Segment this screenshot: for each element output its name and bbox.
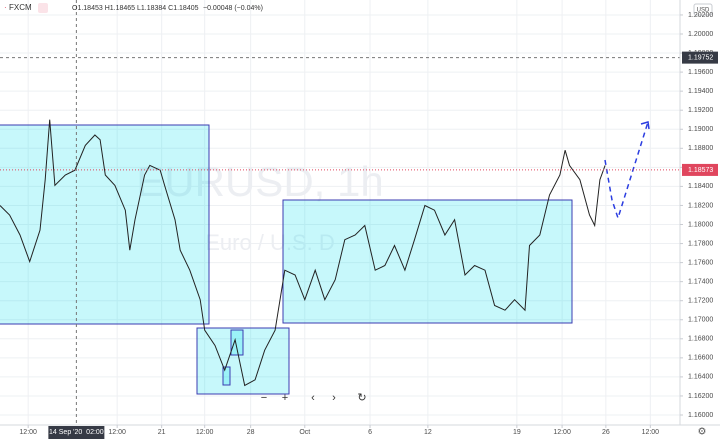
y-tick-label: 1.19600 xyxy=(688,69,713,76)
settings-icon[interactable]: ⚙ xyxy=(698,427,707,438)
projection-path[interactable] xyxy=(604,121,649,221)
price-line xyxy=(0,119,606,387)
rectangle-drawing[interactable] xyxy=(282,199,573,324)
currency: USD xyxy=(697,8,710,14)
scroll-right-button[interactable]: › xyxy=(332,392,336,404)
x-tick-label: 12 xyxy=(424,429,432,436)
x-tick-label: 19 xyxy=(513,429,521,436)
y-tick-label: 1.20200 xyxy=(688,12,713,19)
rectangle-drawing[interactable] xyxy=(230,329,244,356)
y-tick-label: 1.16800 xyxy=(688,336,713,343)
x-tick-label: 6 xyxy=(368,429,372,436)
zoom-in-button[interactable]: + xyxy=(282,392,288,404)
y-tick-label: 1.18000 xyxy=(688,221,713,228)
x-tick-label: 28 xyxy=(247,429,255,436)
y-tick-label: 1.17800 xyxy=(688,240,713,247)
crosshair-time-badge xyxy=(48,426,105,439)
x-tick-label: Oct xyxy=(299,429,310,436)
watermark-description: Euro / U.S. D xyxy=(205,230,335,255)
x-tick-label: 12:00 xyxy=(196,429,214,436)
y-tick-label: 1.18800 xyxy=(688,145,713,152)
zoom-out-button[interactable]: − xyxy=(261,392,267,404)
scroll-left-button[interactable]: ‹ xyxy=(311,392,315,404)
y-tick-label: 1.17000 xyxy=(688,317,713,324)
last-price-badge xyxy=(682,163,718,176)
reset-button[interactable]: ↻ xyxy=(357,392,366,404)
x-tick-label: 21 xyxy=(158,429,166,436)
y-tick-label: 1.16600 xyxy=(688,355,713,362)
x-tick-label: 26 xyxy=(602,429,610,436)
x-tick-label: 12:00 xyxy=(108,429,126,436)
y-tick-label: 1.17200 xyxy=(688,298,713,305)
crosshair-price-label: 1.19752 xyxy=(688,54,713,61)
y-tick-label: 1.19200 xyxy=(688,107,713,114)
status-dot: · xyxy=(4,3,7,12)
y-tick-label: 1.18200 xyxy=(688,202,713,209)
y-tick-label: 1.16200 xyxy=(688,393,713,400)
y-tick-label: 1.18400 xyxy=(688,183,713,190)
x-tick-label: 12:00 xyxy=(642,429,660,436)
x-tick-label: 12:00 xyxy=(19,429,37,436)
last-price-label: 1.18573 xyxy=(688,167,713,174)
change-legend: −0.00048 (−0.04%) xyxy=(203,5,263,12)
projection-arrowhead xyxy=(640,121,650,130)
y-tick-label: 1.19000 xyxy=(688,126,713,133)
rectangle-drawing[interactable] xyxy=(0,124,210,325)
flag-icon[interactable] xyxy=(38,3,48,13)
exchange: FXCM xyxy=(9,3,32,12)
bottom-toolbar: − + ‹ › ↻ xyxy=(261,392,367,404)
y-tick-label: 1.16400 xyxy=(688,374,713,381)
y-tick-label: 1.19400 xyxy=(688,88,713,95)
ohlc-legend: O1.18453 H1.18465 L1.18384 C1.18405 xyxy=(72,5,199,12)
watermark-symbol: EURUSD, 1h xyxy=(136,158,383,205)
y-tick-label: 1.17400 xyxy=(688,278,713,285)
y-tick-label: 1.20000 xyxy=(688,31,713,38)
x-tick-label: 12:00 xyxy=(553,429,571,436)
y-tick-label: 1.17600 xyxy=(688,259,713,266)
crosshair-price-badge xyxy=(682,51,718,64)
currency-badge[interactable] xyxy=(693,3,713,16)
crosshair-time-label: 14 Sep '20 02:00 xyxy=(49,429,104,436)
y-tick-label: 1.16000 xyxy=(688,412,713,419)
rectangle-drawing[interactable] xyxy=(222,366,231,386)
